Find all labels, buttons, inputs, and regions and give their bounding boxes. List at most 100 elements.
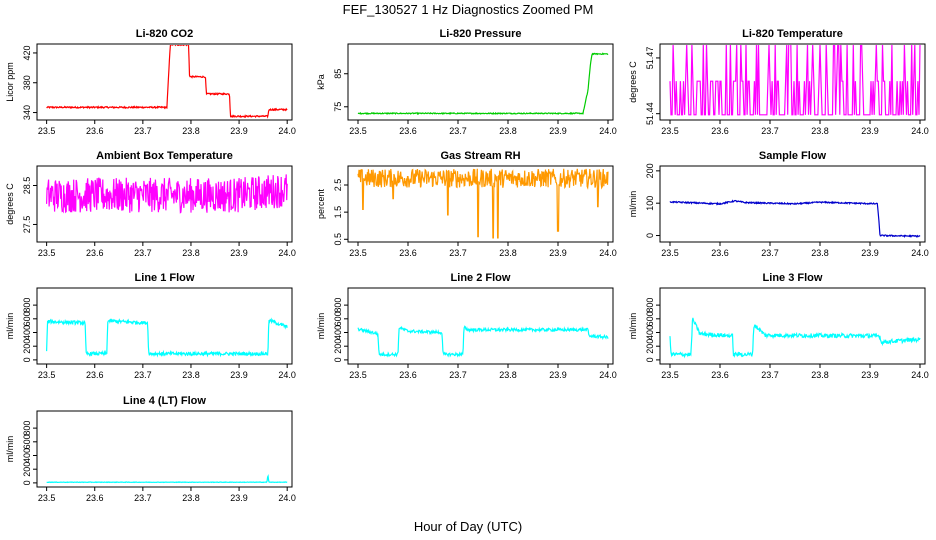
- panel-5: Gas Stream RH 23.5 23.6 23.7 23.8 23.9 24.0 0.5…: [316, 150, 617, 258]
- plot-frame: [36, 410, 293, 488]
- x-tick-label: 23.7: [134, 370, 152, 380]
- x-tick-label: 23.9: [549, 126, 567, 136]
- x-tick-label: 23.7: [134, 248, 152, 258]
- x-tick-label: 23.7: [134, 493, 152, 503]
- x-tick-label: 23.8: [499, 248, 517, 258]
- y-axis-label: percent: [316, 188, 326, 219]
- series-line: [669, 199, 921, 239]
- y-tick-label: 200: [22, 339, 32, 354]
- x-tick-label: 23.8: [182, 493, 200, 503]
- y-tick-label: 400: [22, 325, 32, 340]
- panel-title: Line 4 (LT) Flow: [123, 395, 206, 407]
- figure-title: FEF_130527 1 Hz Diagnostics Zoomed PM: [343, 2, 594, 17]
- y-tick-label: 0: [645, 233, 655, 238]
- y-tick-label: 200: [22, 462, 32, 477]
- x-tick-label: 24.0: [599, 370, 617, 380]
- y-tick-label: 600: [645, 311, 655, 326]
- y-axis-label: ml/min: [5, 313, 15, 340]
- panels: Li-820 CO2 23.5 23.6 23.7 23.8 23.9 24.0 340 380…: [5, 28, 929, 503]
- x-tick-label: 23.8: [182, 126, 200, 136]
- x-tick-label: 24.0: [599, 248, 617, 258]
- x-tick-label: 23.6: [86, 248, 104, 258]
- series-line: [46, 317, 288, 358]
- y-tick-label: 400: [333, 325, 343, 340]
- series-line: [357, 325, 609, 358]
- x-tick-label: 23.6: [86, 493, 104, 503]
- panel-title: Gas Stream RH: [440, 150, 520, 162]
- y-axis-label: degrees C: [5, 183, 15, 225]
- x-tick-label: 23.8: [499, 126, 517, 136]
- figure-xlabel: Hour of Day (UTC): [414, 519, 522, 534]
- series-line: [357, 168, 609, 239]
- x-tick-label: 23.5: [38, 126, 56, 136]
- x-tick-label: 24.0: [911, 126, 929, 136]
- x-tick-label: 23.9: [230, 370, 248, 380]
- x-tick-label: 23.5: [349, 370, 367, 380]
- y-tick-label: 0: [645, 357, 655, 362]
- panel-title: Line 3 Flow: [763, 272, 823, 284]
- panel-10: Line 4 (LT) Flow 23.5 23.6 23.7 23.8 23.9 24.0…: [5, 395, 296, 503]
- x-tick-label: 23.6: [399, 370, 417, 380]
- panel-title: Line 2 Flow: [451, 272, 511, 284]
- panel-title: Li-820 Pressure: [440, 28, 522, 40]
- y-axis-label: ml/min: [628, 313, 638, 340]
- x-tick-label: 24.0: [599, 126, 617, 136]
- panel-title: Ambient Box Temperature: [96, 150, 233, 162]
- x-tick-label: 23.6: [399, 126, 417, 136]
- x-tick-label: 23.9: [549, 248, 567, 258]
- x-tick-label: 23.5: [38, 370, 56, 380]
- y-tick-label: 600: [22, 434, 32, 449]
- plot-frame: [659, 43, 926, 121]
- y-axis-label: ml/min: [5, 436, 15, 463]
- plot-frame: [36, 165, 293, 243]
- series-line: [669, 317, 921, 359]
- x-tick-label: 23.5: [38, 493, 56, 503]
- x-tick-label: 23.6: [711, 370, 729, 380]
- panel-title: Sample Flow: [759, 150, 827, 162]
- x-tick-label: 24.0: [278, 493, 296, 503]
- x-tick-label: 24.0: [911, 370, 929, 380]
- y-tick-label: 75: [333, 102, 343, 112]
- y-tick-label: 100: [645, 196, 655, 211]
- x-tick-label: 23.7: [761, 248, 779, 258]
- panel-7: Line 1 Flow 23.5 23.6 23.7 23.8 23.9 24.0 0 2004…: [5, 272, 296, 380]
- panel-4: Ambient Box Temperature 23.5 23.6 23.7 23.8 2…: [5, 150, 296, 258]
- plot-frame: [36, 287, 293, 365]
- series-line: [669, 45, 921, 116]
- y-tick-label: 27.5: [22, 216, 32, 234]
- series-line: [46, 174, 288, 214]
- plot-frame: [659, 165, 926, 243]
- y-tick-label: 28.5: [22, 177, 32, 195]
- y-axis-label: kPa: [316, 74, 326, 90]
- y-axis-label: Licor ppm: [5, 62, 15, 102]
- series-line: [46, 474, 288, 484]
- x-tick-label: 23.9: [861, 126, 879, 136]
- y-tick-label: 800: [22, 421, 32, 436]
- y-tick-label: 600: [22, 311, 32, 326]
- plot-frame: [347, 165, 614, 243]
- x-tick-label: 24.0: [278, 248, 296, 258]
- x-tick-label: 23.5: [661, 126, 679, 136]
- y-axis-label: ml/min: [316, 313, 326, 340]
- x-tick-label: 23.6: [399, 248, 417, 258]
- x-tick-label: 23.8: [499, 370, 517, 380]
- y-tick-label: 0: [22, 480, 32, 485]
- x-tick-label: 23.9: [230, 126, 248, 136]
- x-tick-label: 23.8: [182, 248, 200, 258]
- y-tick-label: 800: [645, 298, 655, 313]
- y-tick-label: 800: [22, 298, 32, 313]
- plot-frame: [347, 287, 614, 365]
- series-line: [357, 52, 609, 116]
- x-tick-label: 23.5: [38, 248, 56, 258]
- y-tick-label: 2.5: [333, 179, 343, 192]
- x-tick-label: 23.9: [230, 493, 248, 503]
- y-tick-label: 340: [22, 105, 32, 120]
- plot-frame: [36, 43, 293, 121]
- panel-6: Sample Flow 23.5 23.6 23.7 23.8 23.9 24.0 0 100 2…: [628, 150, 929, 258]
- panel-title: Li-820 Temperature: [742, 28, 843, 40]
- x-tick-label: 23.7: [761, 370, 779, 380]
- panel-2: Li-820 Pressure 23.5 23.6 23.7 23.8 23.9 24.0 7…: [316, 28, 617, 136]
- y-tick-label: 400: [645, 325, 655, 340]
- x-tick-label: 23.9: [230, 248, 248, 258]
- y-tick-label: 1.5: [333, 206, 343, 219]
